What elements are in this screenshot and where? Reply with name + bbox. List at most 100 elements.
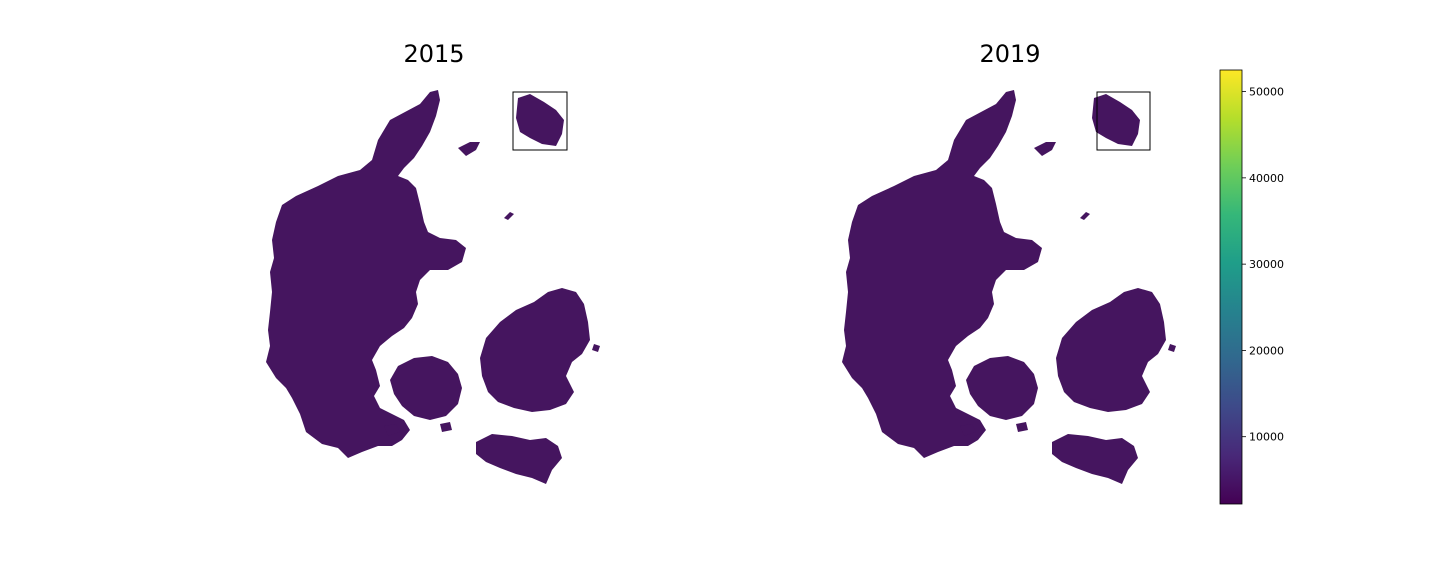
municipality-border [987,158,998,163]
municipality-border [1172,195,1176,199]
municipality-border [853,167,873,181]
municipality-border [470,109,494,125]
municipality-border [937,97,950,107]
municipality-border [455,452,466,469]
municipality-border [1163,105,1172,124]
municipality-border [287,434,292,459]
municipality-border [1052,120,1064,130]
municipality-border [1144,192,1156,198]
municipality-border [447,119,464,128]
municipality-border [1036,118,1050,125]
municipality-border [588,249,600,259]
municipality-border [273,139,285,152]
municipality-border [440,99,456,106]
municipality-border [1019,284,1031,301]
municipality-border [1178,333,1185,339]
municipality-border [1174,451,1176,456]
municipality-border [900,90,909,94]
municipality-border [587,143,600,157]
denmark-land-2015 [266,90,600,484]
municipality-border [448,335,459,351]
municipality-border [448,210,457,225]
municipality-border [567,197,576,204]
municipality-border [266,190,267,209]
municipality-border [266,398,277,418]
colorbar-tick-label: 40000 [1249,172,1284,185]
municipality-border [345,139,358,143]
municipality-border [1115,274,1124,285]
municipality-border [855,193,868,202]
municipality-border [466,222,473,229]
municipality-border [253,355,264,367]
municipality-border [1112,212,1122,222]
municipality-border [1042,282,1051,287]
municipality-border [385,93,391,103]
municipality-border [1099,244,1112,267]
municipality-border [1052,433,1058,438]
municipality-border [255,81,267,89]
municipality-border [1075,131,1091,143]
colorbar-ticks: 10000 20000 30000 40000 50000 [1242,86,1284,444]
municipality-border [962,339,973,353]
municipality-border [1042,169,1053,183]
municipality-border [516,217,525,234]
municipality-border [439,312,452,331]
municipality-border [1092,413,1103,418]
municipality-border [297,177,311,187]
municipality-border [490,118,499,136]
municipality-border [318,445,327,451]
municipality-border [581,126,594,134]
municipality-border [531,171,545,178]
municipality-border [421,167,428,178]
municipality-border [1169,454,1176,465]
municipality-border [1045,266,1064,280]
municipality-border [482,414,488,423]
municipality-border [593,197,600,204]
municipality-border [1169,93,1174,108]
municipality-border [871,85,882,89]
municipality-border [914,463,928,473]
municipality-border [1105,266,1113,271]
municipality-border [1085,249,1095,267]
municipality-border [865,170,879,181]
municipality-border [472,280,485,287]
municipality-border [596,389,600,402]
municipality-border [486,153,498,155]
municipality-border [266,399,272,419]
municipality-border [575,182,600,198]
municipality-border [479,110,496,120]
municipality-border [1046,94,1053,100]
municipality-border [540,211,550,222]
municipality-border [454,149,462,164]
municipality-border [1009,309,1028,315]
municipality-border [394,90,405,101]
municipality-border [1055,425,1060,437]
municipality-border [1014,154,1021,168]
municipality-border [539,239,548,253]
map-title-2015: 2015 [403,40,465,68]
municipality-border [284,415,296,419]
municipality-border [552,160,576,181]
municipality-border [353,146,362,155]
municipality-border [872,177,888,185]
municipality-border [964,360,970,365]
municipality-border [1073,140,1085,150]
municipality-border [988,443,1005,455]
municipality-border [962,94,979,105]
inset-frame-2019 [1096,91,1151,151]
municipality-border [887,90,901,91]
municipality-border [384,111,389,125]
municipality-border [536,161,549,181]
municipality-border [270,193,278,196]
municipality-border [333,121,345,129]
municipality-border [430,273,434,279]
municipality-border [929,96,937,108]
municipality-border [535,275,550,294]
municipality-border [355,146,370,150]
municipality-border [285,173,299,182]
municipality-border [1066,231,1079,237]
municipality-border [407,446,422,458]
colorbar-gradient [1219,69,1243,505]
municipality-border [1171,334,1176,339]
municipality-border [441,326,449,350]
